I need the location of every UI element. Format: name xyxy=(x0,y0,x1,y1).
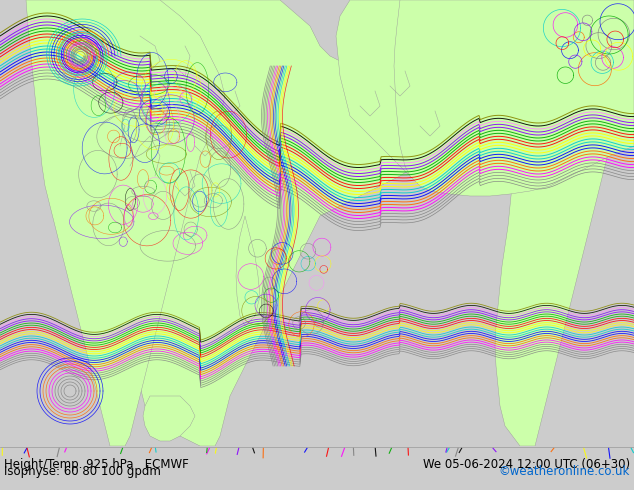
Text: Isophyse: 60 80 100 gpdm: Isophyse: 60 80 100 gpdm xyxy=(4,465,161,478)
Polygon shape xyxy=(60,0,420,446)
Polygon shape xyxy=(26,0,225,446)
Polygon shape xyxy=(495,0,634,446)
Polygon shape xyxy=(394,0,634,196)
Polygon shape xyxy=(236,216,260,326)
Text: Height/Temp. 925 hPa   ECMWF: Height/Temp. 925 hPa ECMWF xyxy=(4,458,189,471)
Polygon shape xyxy=(143,396,195,441)
Text: We 05-06-2024 12:00 UTC (06+30): We 05-06-2024 12:00 UTC (06+30) xyxy=(423,458,630,471)
Text: ©weatheronline.co.uk: ©weatheronline.co.uk xyxy=(498,465,630,478)
Polygon shape xyxy=(336,0,505,181)
